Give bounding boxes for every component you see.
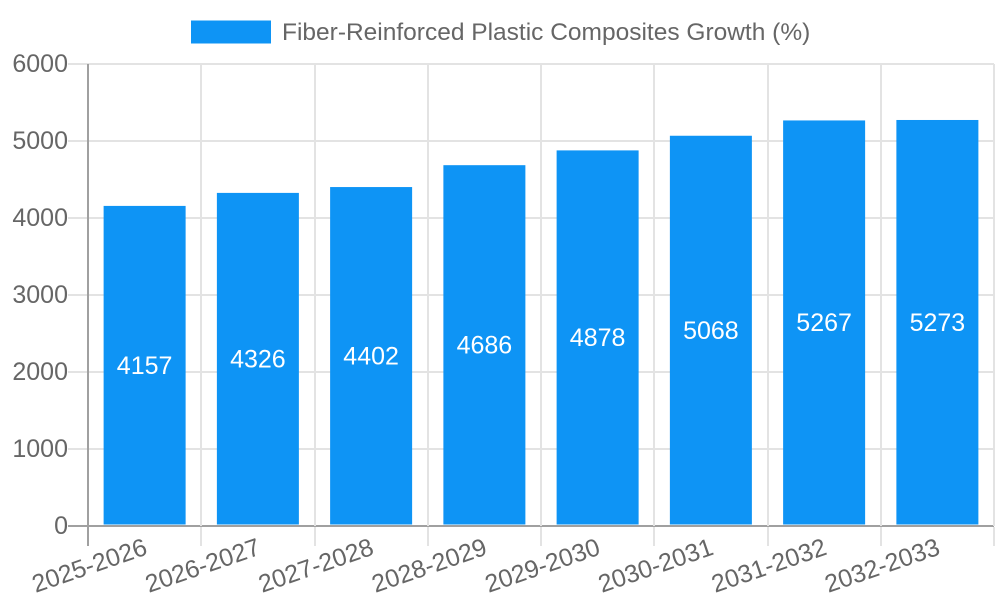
svg-text:4326: 4326 bbox=[230, 345, 286, 373]
svg-text:5068: 5068 bbox=[683, 317, 739, 345]
svg-text:2000: 2000 bbox=[12, 358, 68, 386]
svg-text:5000: 5000 bbox=[12, 127, 68, 155]
svg-text:5267: 5267 bbox=[796, 309, 852, 337]
svg-text:4686: 4686 bbox=[457, 332, 513, 360]
svg-text:4878: 4878 bbox=[570, 324, 626, 352]
svg-text:3000: 3000 bbox=[12, 281, 68, 309]
svg-text:0: 0 bbox=[54, 512, 68, 540]
svg-text:4000: 4000 bbox=[12, 204, 68, 232]
svg-text:1000: 1000 bbox=[12, 435, 68, 463]
svg-text:4157: 4157 bbox=[117, 352, 173, 380]
svg-text:4402: 4402 bbox=[343, 343, 399, 371]
svg-text:5273: 5273 bbox=[910, 309, 966, 337]
svg-text:Fiber-Reinforced Plastic Compo: Fiber-Reinforced Plastic Composites Grow… bbox=[282, 19, 810, 46]
svg-text:6000: 6000 bbox=[12, 50, 68, 78]
